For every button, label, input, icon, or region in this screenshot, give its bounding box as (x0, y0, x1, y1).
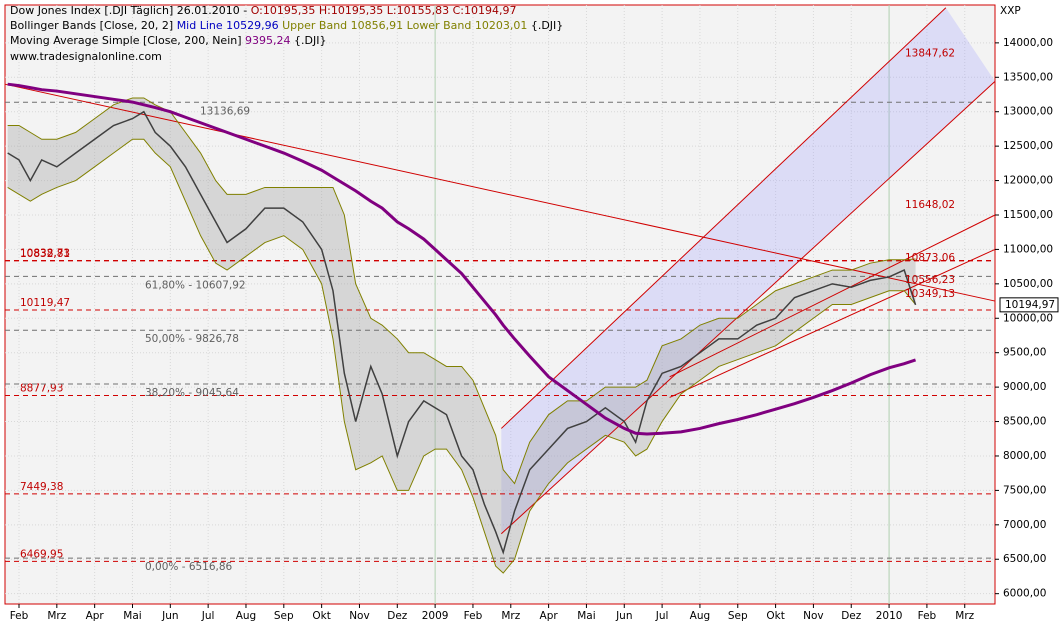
y-tick-label: 10500,00 (1003, 278, 1053, 290)
corner-label: XXP (1000, 5, 1021, 17)
trendline (500, 81, 996, 535)
y-tick-label: 7500,00 (1003, 484, 1046, 496)
x-tick-label: Dez (387, 610, 408, 622)
level-label: 7449,38 (20, 481, 63, 493)
x-tick-label: Feb (10, 610, 29, 622)
y-tick-label: 11000,00 (1003, 243, 1053, 255)
x-tick-label: Mai (577, 610, 595, 622)
fib-label: 61,80% - 10607,92 (145, 279, 246, 291)
y-tick-label: 12500,00 (1003, 140, 1053, 152)
x-tick-label: Jun (161, 610, 178, 622)
series-line (7, 138, 916, 574)
trendline (669, 214, 996, 378)
series-line (7, 82, 917, 436)
fib-label: 13136,69 (200, 105, 250, 117)
annotation: 13847,62 (905, 47, 955, 59)
x-tick-label: Jul (201, 610, 215, 622)
y-tick-label: 14000,00 (1003, 37, 1053, 49)
y-tick-label: 9000,00 (1003, 381, 1046, 393)
channel-fill (501, 7, 995, 534)
y-tick-label: 6000,00 (1003, 588, 1046, 600)
y-tick-label: 10000,00 (1003, 312, 1053, 324)
x-tick-label: Mrz (955, 610, 974, 622)
header-instrument: Dow Jones Index [.DJI Täglich] 26.01.201… (10, 4, 517, 17)
level-label: 6469,95 (20, 548, 63, 560)
y-tick-label: 13500,00 (1003, 71, 1053, 83)
level-label: 10119,47 (20, 297, 70, 309)
x-tick-label: Nov (803, 610, 824, 622)
level-label: 10838,73 (20, 248, 70, 260)
x-tick-label: 2009 (422, 610, 449, 622)
y-tick-label: 11500,00 (1003, 209, 1053, 221)
annotation: 10873,06 (905, 252, 955, 264)
fib-label: 38,20% - 9045,64 (145, 387, 239, 399)
series-line (7, 97, 916, 485)
x-tick-label: Mrz (47, 610, 66, 622)
website: www.tradesignalonline.com (10, 50, 162, 63)
annotation: 11648,02 (905, 199, 955, 211)
x-tick-label: Jul (655, 610, 669, 622)
level-label: 8877,93 (20, 383, 63, 395)
trendline (500, 7, 947, 429)
band-fill (7, 97, 916, 574)
level-label: 10832,81 (20, 248, 70, 260)
header-ma: Moving Average Simple [Close, 200, Nein]… (10, 34, 326, 47)
fib-label: 50,00% - 9826,78 (145, 333, 239, 345)
y-tick-label: 13000,00 (1003, 106, 1053, 118)
x-tick-label: Okt (766, 610, 784, 622)
fib-label: 0,00% - 6516,86 (145, 561, 233, 573)
y-tick-label: 8500,00 (1003, 416, 1046, 428)
y-tick-label: 8000,00 (1003, 450, 1046, 462)
trendline (669, 248, 996, 398)
annotation: 10349,13 (905, 288, 955, 300)
y-tick-label: 12000,00 (1003, 175, 1053, 187)
y-tick-label: 7000,00 (1003, 519, 1046, 531)
x-tick-label: Aug (690, 610, 711, 622)
x-tick-label: Aug (236, 610, 257, 622)
x-tick-label: Dez (841, 610, 862, 622)
x-tick-label: Nov (349, 610, 370, 622)
x-tick-label: Feb (918, 610, 937, 622)
x-tick-label: Jun (615, 610, 632, 622)
x-tick-label: Feb (464, 610, 483, 622)
x-tick-label: Apr (540, 610, 559, 622)
y-tick-label: 6500,00 (1003, 553, 1046, 565)
x-tick-label: Apr (86, 610, 105, 622)
trendline (4, 83, 996, 302)
header-bollinger: Bollinger Bands [Close, 20, 2] Mid Line … (10, 19, 563, 32)
x-tick-label: 2010 (876, 610, 903, 622)
legend: Dow Jones Index [.DJI Täglich] 26.01.201… (10, 4, 563, 63)
x-tick-label: Sep (728, 610, 748, 622)
x-tick-label: Mai (123, 610, 141, 622)
last-price-label: 10194,97 (1005, 299, 1055, 311)
x-tick-label: Sep (274, 610, 294, 622)
series-line (7, 110, 917, 555)
y-tick-label: 9500,00 (1003, 347, 1046, 359)
last-price-box (999, 297, 1059, 313)
x-tick-label: Okt (312, 610, 330, 622)
x-tick-label: Mrz (501, 610, 520, 622)
annotation: 10556,23 (905, 274, 955, 286)
